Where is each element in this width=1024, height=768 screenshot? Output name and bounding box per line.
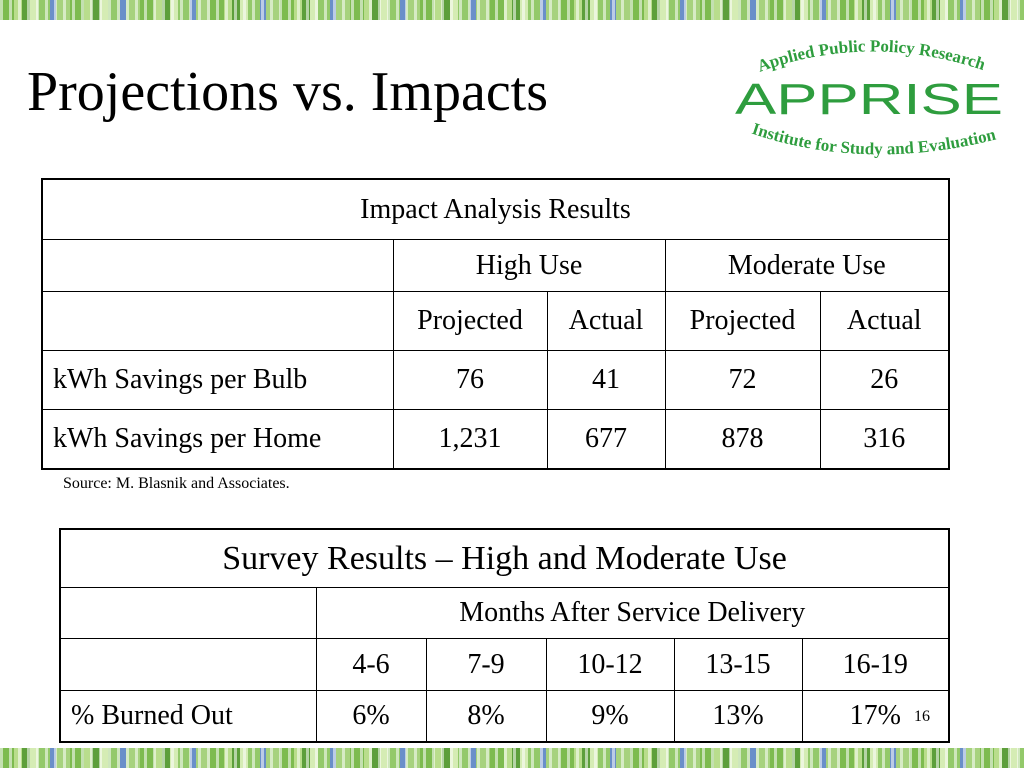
logo-top-text: Applied Public Policy Research [755,36,988,75]
table-row: % Burned Out 6% 8% 9% 13% 17% [59,690,950,743]
table-cell: 17% [801,690,950,743]
slide-title: Projections vs. Impacts [27,61,549,123]
table-cell: 878 [664,409,821,470]
table-cell: 8% [425,690,547,743]
apprise-logo: Applied Public Policy Research APPRISE I… [735,36,1003,158]
table-cell: 13% [673,690,803,743]
group-header-moderate-use: Moderate Use [664,239,950,292]
table-cell: 677 [546,409,666,470]
table-cell: 26 [819,350,950,410]
group-header-months: Months After Service Delivery [315,587,950,639]
impact-analysis-table: Impact Analysis Results High Use Moderat… [41,178,950,470]
row-label: kWh Savings per Bulb [41,350,394,410]
table-cell: 1,231 [392,409,548,470]
table-row: kWh Savings per Home 1,231 677 878 316 [41,409,950,470]
sub-header-projected: Projected [392,291,548,351]
empty-header-cell [59,587,317,639]
source-note: Source: M. Blasnik and Associates. [63,475,290,492]
row-label: kWh Savings per Home [41,409,394,470]
row-label: % Burned Out [59,690,317,743]
sub-header-actual: Actual [546,291,666,351]
table-cell: 41 [546,350,666,410]
table-cell: 9% [545,690,675,743]
empty-header-cell [41,239,394,292]
table-row: kWh Savings per Bulb 76 41 72 26 [41,350,950,410]
slide-number: 16 [914,708,930,725]
sub-header-range: 10-12 [545,638,675,691]
table-cell: 6% [315,690,427,743]
table-cell: 316 [819,409,950,470]
decorative-top-band [0,0,1024,20]
table-cell: 76 [392,350,548,410]
table-cell: 72 [664,350,821,410]
empty-header-cell [59,638,317,691]
sub-header-actual: Actual [819,291,950,351]
sub-header-range: 16-19 [801,638,950,691]
logo-bottom-text: Institute for Study and Evaluation [750,119,998,158]
impact-table-title: Impact Analysis Results [41,178,950,240]
sub-header-range: 4-6 [315,638,427,691]
survey-results-table: Survey Results – High and Moderate Use M… [59,528,951,743]
logo-main-text: APPRISE [735,75,1003,124]
survey-table-title: Survey Results – High and Moderate Use [59,528,950,588]
sub-header-projected: Projected [664,291,821,351]
group-header-high-use: High Use [392,239,666,292]
empty-header-cell [41,291,394,351]
decorative-bottom-band [0,748,1024,768]
sub-header-range: 13-15 [673,638,803,691]
sub-header-range: 7-9 [425,638,547,691]
